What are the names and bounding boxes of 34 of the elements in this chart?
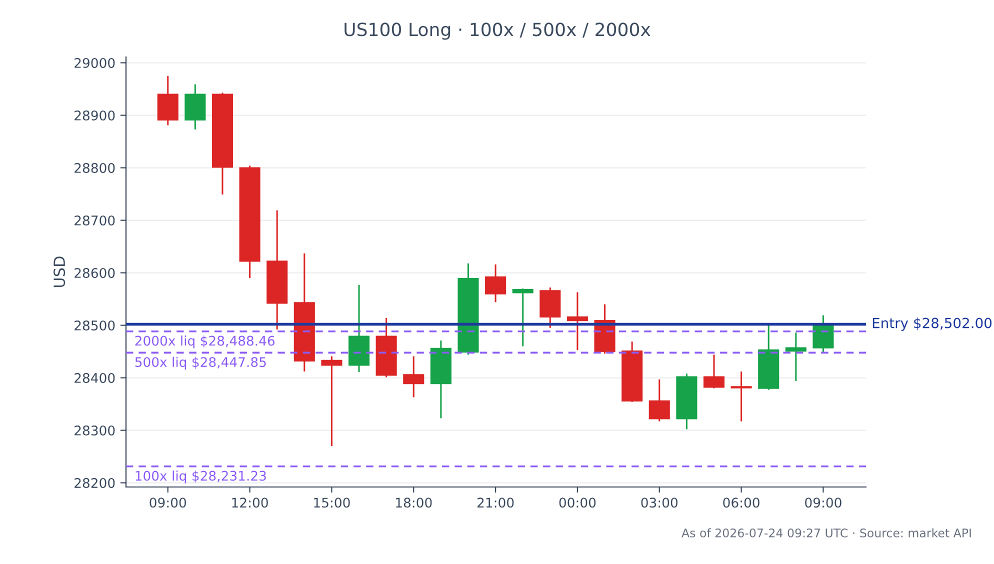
candlestick bbox=[730, 370, 752, 422]
x-tick-label: 09:00 bbox=[805, 498, 842, 508]
x-tick-label: 03:00 bbox=[641, 498, 678, 508]
x-tick-label: 21:00 bbox=[478, 498, 514, 508]
x-tick-label: 09:00 bbox=[150, 498, 186, 508]
x-tick-label: 18:00 bbox=[396, 498, 432, 508]
text: As of 2026-07-24 09:27 UTC · Source: market API bbox=[682, 528, 971, 538]
y-tick-label: 28900 bbox=[74, 110, 115, 120]
y-tick-label: 28200 bbox=[74, 478, 115, 488]
x-tick-label: 00:00 bbox=[559, 498, 596, 508]
ref-line-label: Entry $28,502.00 bbox=[872, 318, 992, 331]
x-tick-label: 15:00 bbox=[314, 498, 350, 508]
ref-line-label: 2000x liq $28,488.46 bbox=[135, 336, 275, 348]
candlestick bbox=[566, 291, 588, 351]
y-axis-title: USD bbox=[54, 256, 66, 287]
y-tick-label: 28500 bbox=[74, 320, 115, 330]
ref-line-label: 100x liq $28,231.23 bbox=[136, 470, 266, 484]
candlestick bbox=[648, 378, 670, 422]
y-tick-label: 28300 bbox=[74, 426, 115, 436]
y-tick-label: 28600 bbox=[74, 268, 115, 278]
x-tick-label: 12:00 bbox=[232, 498, 268, 508]
candlestick bbox=[485, 264, 506, 303]
y-tick-label: 28400 bbox=[74, 373, 115, 383]
candlestick bbox=[321, 356, 342, 447]
ref-line-label: 500x liq $28,447.85 bbox=[135, 356, 266, 370]
candlestick bbox=[703, 354, 725, 390]
chart-title: US100 Long · 100x / 500x / 2000x bbox=[344, 22, 650, 40]
candlestick bbox=[512, 288, 534, 348]
candlestick bbox=[403, 356, 424, 398]
candlestick bbox=[785, 332, 806, 382]
y-tick-label: 29000 bbox=[74, 58, 115, 68]
y-tick-label: 28800 bbox=[74, 163, 115, 173]
x-tick-label: 06:00 bbox=[723, 498, 760, 508]
y-tick-label: 28700 bbox=[74, 216, 115, 226]
